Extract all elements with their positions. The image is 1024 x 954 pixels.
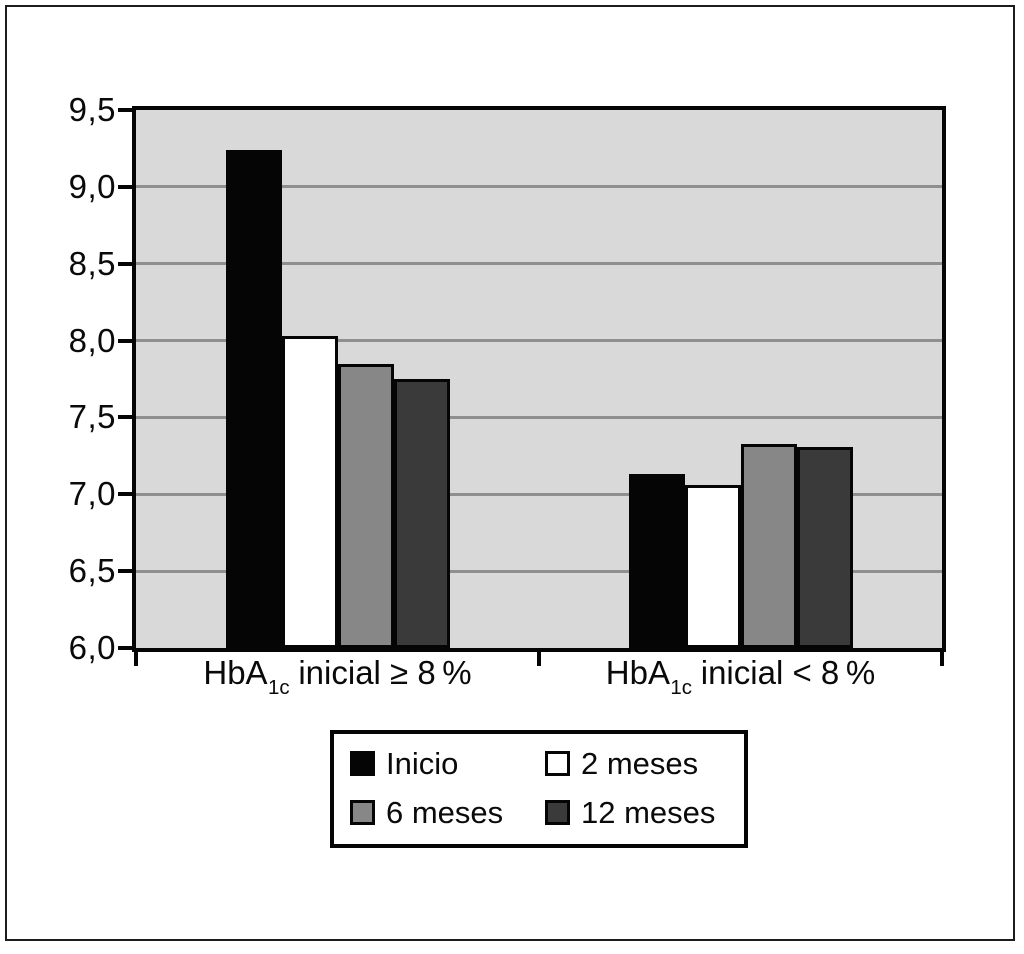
x-axis-tick-right: [940, 648, 944, 666]
y-axis-tick-7_5: [118, 415, 136, 420]
legend-item-2-meses: 2 meses: [545, 747, 698, 780]
bar-6-meses-group1: [337, 363, 394, 648]
gridline-7_5: [136, 415, 942, 419]
figure-border-frame: [5, 5, 1015, 941]
y-axis-tick-label: 8,5: [68, 244, 116, 282]
x-axis-label-2: HbA1c inicial < 8 %: [539, 654, 942, 698]
legend-label: 6 meses: [386, 795, 504, 830]
y-axis-tick-label: 8,0: [68, 321, 116, 359]
bar-12-meses-group2: [796, 446, 853, 648]
legend-label: 2 meses: [581, 746, 699, 781]
legend-label: 12 meses: [581, 795, 716, 830]
x-axis-label-subscript: 1c: [670, 676, 692, 700]
x-axis-label-1: HbA1c inicial ≥ 8 %: [136, 654, 539, 698]
y-axis-tick-label: 6,5: [68, 552, 116, 590]
y-axis-tick-label: 7,5: [68, 398, 116, 436]
gridline-7_0: [136, 492, 942, 496]
y-axis-tick-7_0: [118, 492, 136, 497]
x-axis-tick-0: [134, 648, 138, 666]
gridline-8_0: [136, 339, 942, 343]
bar-inicio-group2: [628, 474, 685, 648]
y-axis-tick-label: 9,0: [68, 167, 116, 205]
x-axis-tick-1: [537, 648, 541, 666]
y-axis-tick-9_5: [118, 108, 136, 112]
y-axis-tick-label: 7,0: [68, 475, 116, 513]
legend-swatch-6-meses: [350, 800, 375, 825]
legend-item-12-meses: 12 meses: [545, 796, 715, 829]
bar-2-meses-group2: [684, 485, 741, 648]
legend-swatch-12-meses: [545, 800, 570, 825]
gridline-6_5: [136, 569, 942, 573]
y-axis-tick-label: 6,0: [68, 629, 116, 666]
legend-swatch-inicio: [350, 751, 375, 776]
gridline-8_5: [136, 262, 942, 266]
bar-2-meses-group1: [281, 335, 338, 648]
x-axis-label-rest: inicial ≥ 8 %: [289, 654, 472, 691]
y-axis-tick-6_0: [118, 646, 136, 650]
x-axis-label-rest: inicial < 8 %: [691, 654, 876, 691]
bar-12-meses-group1: [393, 379, 450, 648]
legend-item-inicio: Inicio: [350, 747, 458, 780]
y-axis-tick-6_5: [118, 569, 136, 574]
legend-swatch-2-meses: [545, 751, 570, 776]
legend-box: Inicio 2 meses 6 meses 12 meses: [330, 730, 748, 848]
x-axis-label-base: HbA: [203, 654, 268, 691]
bar-inicio-group1: [225, 149, 282, 648]
x-axis-label-subscript: 1c: [267, 676, 290, 700]
bar-6-meses-group2: [740, 443, 797, 648]
y-axis-tick-8_5: [118, 261, 136, 266]
x-axis-label-base: HbA: [605, 654, 670, 691]
gridline-9_0: [136, 185, 942, 189]
y-axis-tick-9_0: [118, 184, 136, 189]
y-axis-tick-8_0: [118, 338, 136, 343]
plot-area: 6,0 6,5 7,0 7,5 8,0 8,5 9,0 9,5 HbA1c inicial ≥ …: [69, 93, 946, 698]
y-axis-tick-label: 9,5: [68, 91, 116, 128]
legend-item-6-meses: 6 meses: [350, 796, 503, 829]
legend-label: Inicio: [386, 746, 459, 781]
